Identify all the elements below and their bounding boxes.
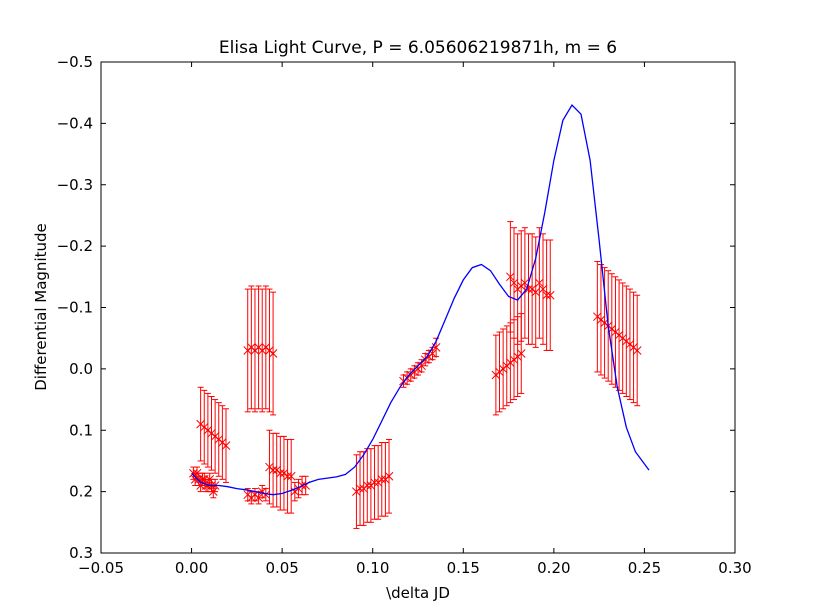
y-tick-label: 0.0 [69,360,93,378]
x-marker [535,278,544,288]
y-tick-label: 0.3 [69,544,93,562]
x-marker [509,278,519,288]
x-marker [283,471,292,481]
data-point [370,445,379,520]
x-tick-label: 0.25 [628,559,661,577]
x-marker [275,468,285,478]
plot-area [189,103,650,529]
x-marker [538,284,548,294]
data-point [509,227,519,339]
x-tick-label: 0.30 [718,559,751,577]
chart-title: Elisa Light Curve, P = 6.05606219871h, m… [219,38,617,58]
x-axis-label: \delta JD [386,584,450,602]
x-tick-label: 0.15 [447,559,480,577]
x-marker [506,272,515,282]
x-tick-label: 0.10 [356,559,389,577]
x-marker [286,471,296,481]
y-tick-label: −0.5 [57,53,93,71]
data-point [538,233,548,345]
y-tick-label: −0.4 [57,114,93,132]
x-marker [531,287,541,297]
x-marker [632,346,642,355]
x-tick-label: 0.20 [537,559,570,577]
x-marker [524,284,533,294]
data-point [254,491,263,505]
axis-ticks: −0.05 0.00 0.05 0.10 0.15 0.20 0.25 0.30 −0.5 −0.… [57,53,752,577]
data-point [506,221,515,333]
x-tick-label: −0.05 [78,559,124,577]
y-tick-label: 0.2 [69,483,93,501]
data-point [283,438,292,514]
x-tick-label: 0.05 [265,559,298,577]
x-marker [516,349,526,358]
x-marker [355,484,365,493]
x-marker [545,290,555,300]
data-point [384,438,394,514]
fit-curve [191,103,650,496]
y-tick-label: −0.2 [57,237,93,255]
x-marker [428,349,437,358]
x-marker [384,471,394,481]
data-point [286,438,296,514]
x-marker [268,465,278,475]
data-point [275,435,285,511]
x-marker [362,481,372,490]
y-axis-label: Differential Magnitude [32,223,50,391]
data-point [261,488,271,502]
x-marker [520,278,530,288]
x-marker [268,349,278,358]
y-tick-label: −0.1 [57,299,93,317]
x-marker [370,478,379,487]
data-point [268,291,278,416]
data-point [221,408,231,483]
data-point [524,233,533,345]
y-tick-label: −0.3 [57,176,93,194]
data-point [632,294,642,407]
x-marker [542,290,551,300]
x-marker [417,361,426,371]
x-tick-label: 0.00 [175,559,208,577]
data-point [301,475,311,496]
data-point [377,442,387,517]
x-marker [221,441,231,450]
data-point [535,227,544,339]
x-marker [377,474,387,484]
x-marker [431,343,441,352]
y-tick-label: 0.1 [69,421,93,439]
data-point [545,239,555,351]
x-marker [254,493,263,503]
data-point [355,451,365,526]
x-marker [261,490,271,500]
